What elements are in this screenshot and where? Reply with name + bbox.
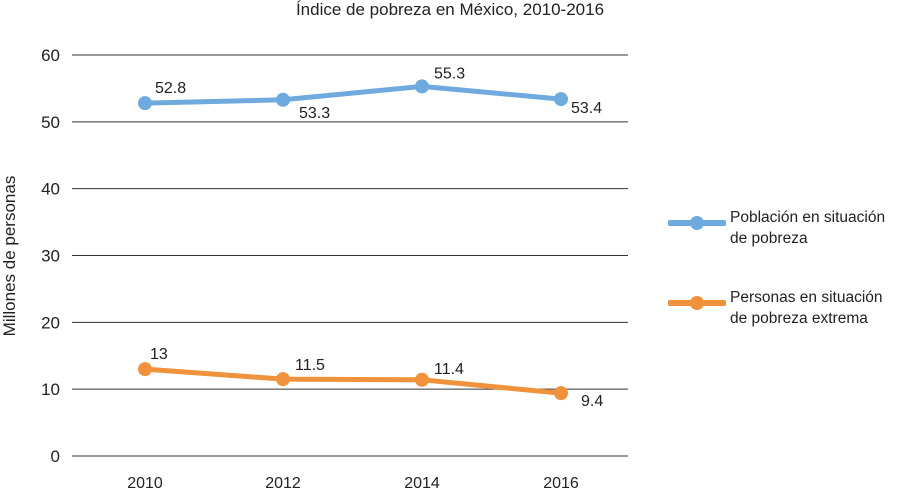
series-line-0	[144, 83, 562, 106]
x-tick-label: 2010	[127, 475, 163, 492]
legend-swatch-pobreza	[668, 216, 726, 230]
series-line-1	[144, 366, 562, 396]
data-label: 9.4	[581, 393, 603, 410]
data-point	[276, 372, 290, 387]
gridlines	[72, 54, 628, 457]
legend-label-pobreza: Población en situación de pobreza	[730, 209, 886, 247]
data-label: 55.3	[434, 65, 465, 82]
y-tick-label: 30	[41, 247, 60, 266]
y-tick-label: 60	[41, 46, 60, 65]
data-label: 11.5	[295, 357, 325, 374]
y-axis-ticks: 0 10 20 30 40 50 60	[41, 46, 60, 466]
data-label: 53.4	[571, 100, 602, 117]
y-tick-label: 50	[41, 113, 60, 132]
legend-item-pobreza: Población en situación de pobreza	[668, 207, 900, 267]
data-point	[138, 96, 152, 111]
y-axis-label: Millones de personas	[0, 176, 19, 337]
data-point	[415, 372, 429, 387]
data-label: 53.3	[299, 105, 330, 122]
x-axis-ticks: 2010 2012 2014 2016	[127, 475, 579, 492]
x-tick-label: 2014	[404, 475, 440, 492]
x-tick-label: 2016	[543, 475, 579, 492]
data-labels: 52.8 53.3 55.3 53.4 13 11.5 11.4 9.4	[150, 65, 603, 410]
x-tick-label: 2012	[265, 475, 301, 492]
data-point	[415, 79, 429, 94]
legend-item-pobreza-extrema: Personas en situación de pobreza extrema	[668, 287, 900, 347]
y-tick-label: 20	[41, 313, 60, 332]
y-tick-label: 0	[51, 447, 60, 466]
legend: Población en situación de pobreza Person…	[668, 207, 900, 347]
chart-title: Índice de pobreza en México, 2010-2016	[295, 0, 605, 19]
data-point	[554, 386, 568, 401]
data-point	[554, 92, 568, 107]
data-point	[276, 92, 290, 107]
data-label: 13	[150, 346, 168, 363]
y-tick-label: 10	[41, 380, 60, 399]
data-label: 11.4	[434, 361, 464, 378]
y-tick-label: 40	[41, 180, 60, 199]
data-point	[138, 362, 152, 377]
legend-swatch-pobreza-extrema	[668, 296, 726, 310]
data-label: 52.8	[155, 80, 186, 97]
legend-label-pobreza-extrema: Personas en situación de pobreza extrema	[730, 289, 883, 327]
series-lines	[138, 79, 568, 401]
